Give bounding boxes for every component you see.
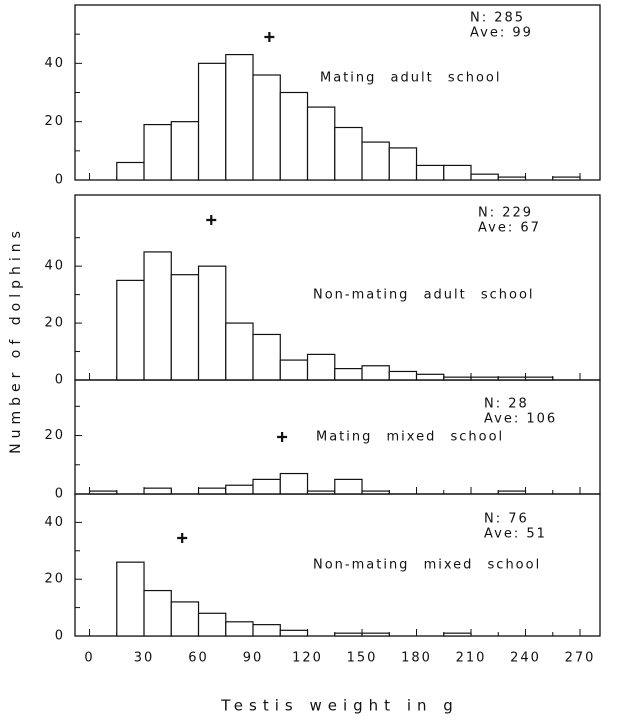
x-tick-label: 210 (456, 651, 487, 666)
bar (197, 612, 227, 637)
bar (252, 333, 281, 381)
bar (334, 632, 363, 637)
school-label: Non-mating adult school (313, 288, 535, 303)
y-tick-label: 0 (55, 487, 65, 502)
y-tick-label: 20 (44, 114, 65, 129)
ave-label: Ave: 99 (470, 26, 533, 41)
bar (197, 62, 227, 181)
school-label: Mating mixed school (316, 430, 504, 445)
bar (279, 629, 309, 637)
x-tick-label: 270 (565, 651, 596, 666)
mean-marker (177, 533, 188, 543)
y-tick-label: 40 (44, 56, 65, 71)
bar (116, 561, 145, 637)
y-tick-label: 0 (55, 629, 65, 644)
n-label: N: 285 (470, 11, 525, 26)
ave-label: Ave: 51 (484, 527, 547, 542)
x-tick-label: 0 (84, 651, 94, 666)
bar (143, 123, 172, 181)
ave-label: Ave: 67 (478, 221, 541, 236)
bar (279, 472, 309, 495)
bar (225, 322, 254, 381)
bar (197, 265, 227, 381)
x-tick-label: 60 (188, 651, 209, 666)
bar (552, 176, 581, 181)
bar (361, 365, 390, 381)
y-tick-label: 0 (55, 173, 65, 188)
x-tick-label: 90 (243, 651, 264, 666)
mean-marker (277, 432, 288, 442)
x-tick-label: 30 (134, 651, 155, 666)
bar (225, 53, 254, 181)
mean-marker (264, 32, 275, 42)
bar (306, 106, 336, 181)
y-tick-label: 20 (44, 572, 65, 587)
y-axis-label: Number of dolphins (8, 226, 24, 454)
bar (170, 274, 200, 381)
bar (252, 478, 281, 495)
y-tick-label: 20 (44, 316, 65, 331)
bar (170, 121, 200, 181)
ave-label: Ave: 106 (484, 412, 557, 427)
bar (334, 368, 363, 381)
bar (116, 279, 145, 381)
bar (443, 632, 472, 637)
bar (443, 164, 472, 181)
n-label: N: 229 (478, 206, 533, 221)
bar (279, 91, 309, 181)
y-tick-label: 40 (44, 259, 65, 274)
bar (361, 632, 390, 637)
bar (497, 176, 527, 181)
bar (252, 624, 281, 637)
bar (334, 126, 363, 181)
bar (334, 478, 363, 495)
school-label: Non-mating mixed school (313, 558, 541, 573)
bar (143, 251, 172, 381)
bar (388, 147, 418, 181)
x-tick-label: 150 (347, 651, 378, 666)
x-tick-label: 180 (401, 651, 432, 666)
mean-marker (206, 215, 217, 225)
school-label: Mating adult school (320, 71, 502, 86)
bar (306, 353, 336, 381)
x-tick-label: 240 (510, 651, 541, 666)
n-label: N: 28 (484, 397, 529, 412)
bar (197, 487, 227, 495)
y-tick-label: 40 (44, 515, 65, 530)
bar (361, 141, 390, 181)
x-tick-label: 120 (292, 651, 323, 666)
bar (279, 359, 309, 381)
y-tick-label: 20 (44, 428, 65, 443)
bar (116, 161, 145, 181)
bar (143, 487, 172, 495)
bar (143, 589, 172, 637)
bar (225, 484, 254, 495)
bar (170, 601, 200, 637)
x-axis-label: Testis weight in g (220, 697, 459, 715)
bar (415, 164, 445, 181)
bar (470, 173, 499, 181)
bar (415, 373, 445, 381)
bar (252, 74, 281, 181)
bar (225, 621, 254, 637)
y-tick-label: 0 (55, 373, 65, 388)
bar (388, 370, 418, 381)
n-label: N: 76 (484, 512, 529, 527)
